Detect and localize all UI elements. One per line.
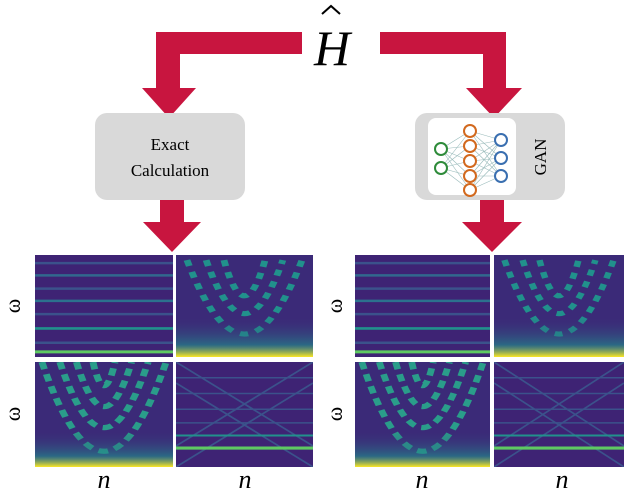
net-node xyxy=(495,152,507,164)
x-label: n xyxy=(98,465,111,493)
net-node xyxy=(464,155,476,167)
net-node xyxy=(495,170,507,182)
exact-box xyxy=(95,113,245,200)
net-node xyxy=(435,162,447,174)
net-node xyxy=(464,184,476,196)
net-node xyxy=(464,125,476,137)
net-node xyxy=(464,170,476,182)
net-node xyxy=(495,134,507,146)
net-node xyxy=(464,140,476,152)
y-label: ω xyxy=(322,299,347,313)
net-node xyxy=(435,143,447,155)
heatmaps xyxy=(35,255,624,467)
diagram: H Exact Calculation GAN ω ω ω ω n n n n xyxy=(0,0,626,493)
x-label: n xyxy=(416,465,429,493)
box-text: Exact xyxy=(151,135,190,154)
hat xyxy=(322,6,340,14)
x-label: n xyxy=(239,465,252,493)
gan-label: GAN xyxy=(531,139,550,176)
y-label: ω xyxy=(0,299,25,313)
hamiltonian: H xyxy=(313,20,353,76)
y-label: ω xyxy=(0,407,25,421)
box-text: Calculation xyxy=(131,161,210,180)
x-label: n xyxy=(556,465,569,493)
y-label: ω xyxy=(322,407,347,421)
